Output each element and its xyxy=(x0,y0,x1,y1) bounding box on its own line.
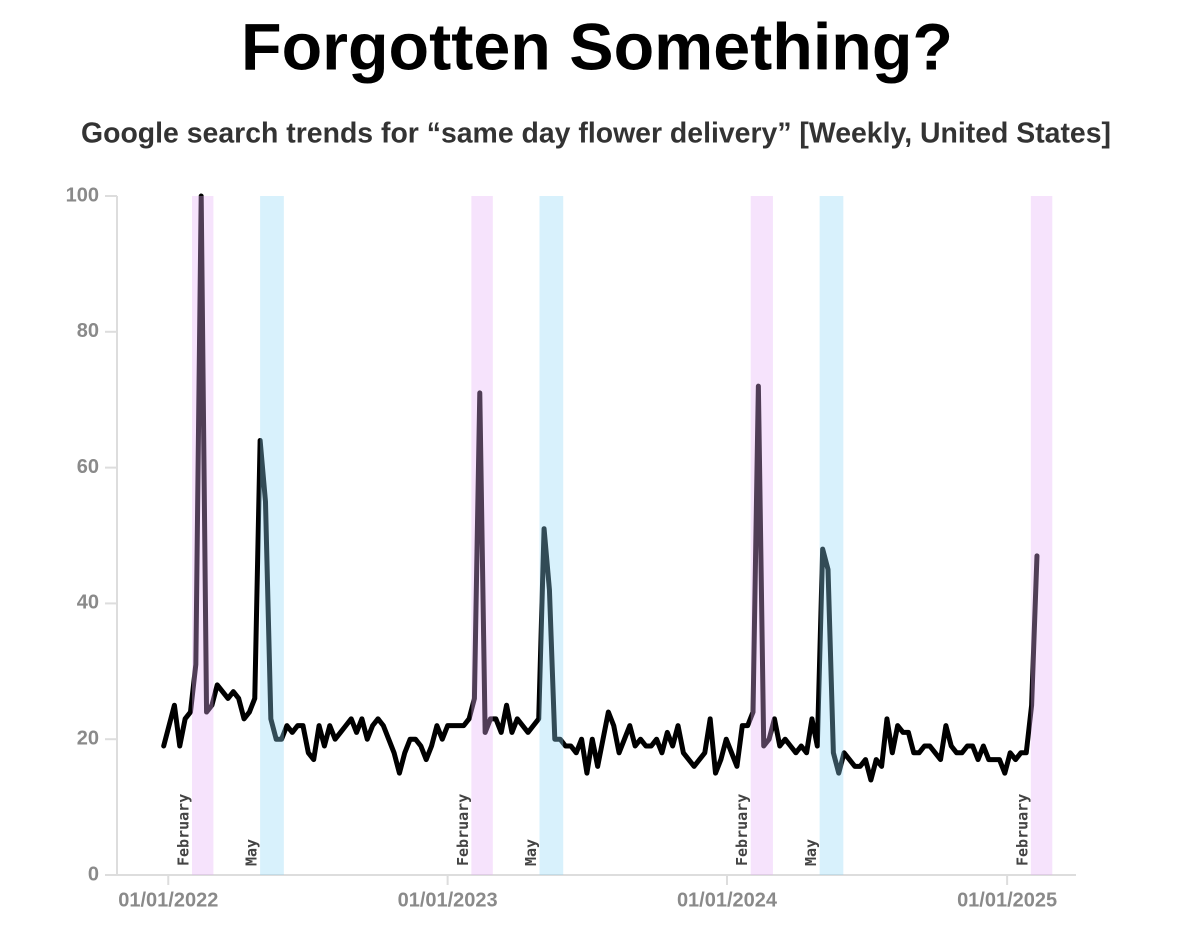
month-band xyxy=(750,196,773,875)
chart-title: Forgotten Something? xyxy=(241,9,953,83)
month-band xyxy=(539,196,564,875)
chart-subtitle: Google search trends for “same day flowe… xyxy=(81,118,1111,150)
x-tick-label: 01/01/2025 xyxy=(957,889,1057,911)
month-band xyxy=(1030,196,1053,875)
y-tick-label: 80 xyxy=(77,320,99,342)
band-label: May xyxy=(802,839,820,866)
month-band xyxy=(819,196,844,875)
x-tick-label: 01/01/2022 xyxy=(118,889,218,911)
band-label: February xyxy=(454,794,472,866)
y-tick-label: 0 xyxy=(88,863,99,885)
y-tick-label: 60 xyxy=(77,456,99,478)
y-tick-label: 20 xyxy=(77,727,99,749)
y-tick-label: 100 xyxy=(66,184,99,206)
y-tick-label: 40 xyxy=(77,592,99,614)
x-tick-label: 01/01/2023 xyxy=(398,889,498,911)
month-band xyxy=(471,196,493,875)
trend-line xyxy=(161,193,1040,783)
x-tick-label: 01/01/2024 xyxy=(677,889,778,911)
band-label: May xyxy=(522,839,540,866)
month-band xyxy=(192,196,214,875)
month-band xyxy=(260,196,284,875)
band-label: February xyxy=(733,794,751,866)
band-label: May xyxy=(243,839,261,866)
band-label: February xyxy=(175,794,193,866)
band-label: February xyxy=(1013,794,1031,866)
